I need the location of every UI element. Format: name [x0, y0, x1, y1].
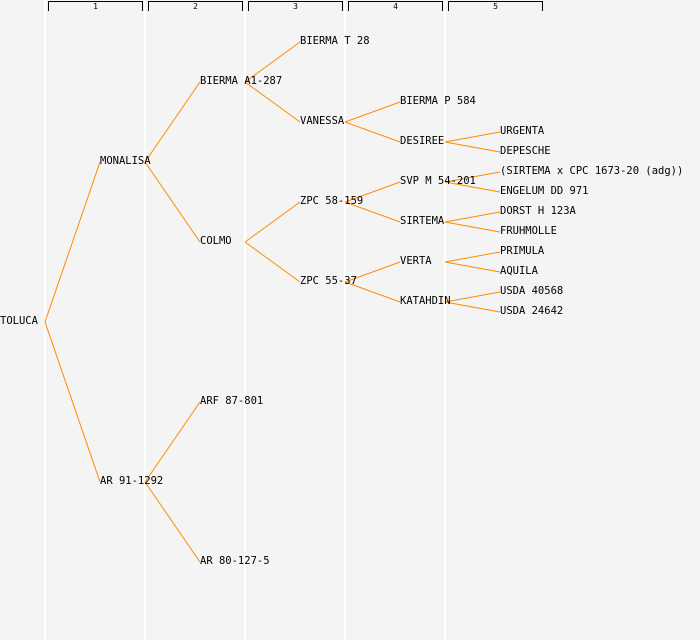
parent-link — [444, 181, 501, 193]
parent-link — [444, 131, 501, 143]
pedigree-node[interactable]: BIERMA A1-287 — [200, 75, 283, 87]
grid-line — [144, 0, 146, 640]
pedigree-node[interactable]: MONALISA — [100, 155, 151, 167]
parent-link — [444, 211, 501, 223]
generation-label: 5 — [493, 2, 498, 11]
pedigree-node[interactable]: DEPESCHE — [500, 145, 551, 157]
pedigree-node[interactable]: BIERMA P 584 — [400, 95, 476, 107]
pedigree-node[interactable]: SIRTEMA — [400, 215, 445, 227]
parent-link — [444, 251, 501, 263]
parent-link — [444, 261, 501, 273]
pedigree-node[interactable]: TOLUCA — [0, 315, 38, 327]
parent-link — [144, 481, 201, 563]
generation-label: 2 — [193, 2, 198, 11]
parent-link — [444, 221, 501, 233]
pedigree-node[interactable]: VERTA — [400, 255, 432, 267]
parent-link — [144, 81, 201, 163]
parent-link — [344, 181, 401, 203]
pedigree-node[interactable]: SVP M 54-201 — [400, 175, 476, 187]
generation-label: 4 — [393, 2, 398, 11]
pedigree-node[interactable]: AR 80-127-5 — [200, 555, 270, 567]
generation-label: 3 — [293, 2, 298, 11]
pedigree-node[interactable]: DORST H 123A — [500, 205, 576, 217]
generation-header: 1 — [48, 1, 143, 11]
pedigree-node[interactable]: BIERMA T 28 — [300, 35, 370, 47]
parent-link — [444, 171, 501, 183]
parent-link — [344, 121, 401, 143]
parent-link — [444, 301, 501, 313]
generation-header: 2 — [148, 1, 243, 11]
generation-header: 4 — [348, 1, 443, 11]
pedigree-node[interactable]: USDA 24642 — [500, 305, 564, 317]
parent-link — [44, 161, 101, 323]
parent-link — [444, 141, 501, 153]
grid-line — [44, 0, 46, 640]
grid-line — [444, 0, 446, 640]
parent-link — [444, 291, 501, 303]
pedigree-node[interactable]: PRIMULA — [500, 245, 545, 257]
parent-link — [244, 81, 301, 123]
parent-link — [344, 261, 401, 283]
parent-link — [344, 281, 401, 303]
parent-link — [344, 101, 401, 123]
grid-line — [244, 0, 246, 640]
pedigree-node[interactable]: ZPC 55-37 — [300, 275, 357, 287]
pedigree-node[interactable]: KATAHDIN — [400, 295, 451, 307]
parent-link — [144, 161, 201, 243]
generation-header: 5 — [448, 1, 543, 11]
pedigree-node[interactable]: AQUILA — [500, 265, 538, 277]
pedigree-node[interactable]: ENGELUM DD 971 — [500, 185, 589, 197]
pedigree-node[interactable]: ZPC 58-159 — [300, 195, 364, 207]
pedigree-node[interactable]: AR 91-1292 — [100, 475, 164, 487]
generation-header: 3 — [248, 1, 343, 11]
pedigree-node[interactable]: (SIRTEMA x CPC 1673-20 (adg)) — [500, 165, 684, 177]
parent-link — [344, 201, 401, 223]
pedigree-node[interactable]: COLMO — [200, 235, 232, 247]
pedigree-node[interactable]: URGENTA — [500, 125, 545, 137]
parent-link — [144, 401, 201, 483]
pedigree-node[interactable]: ARF 87-801 — [200, 395, 264, 407]
generation-label: 1 — [93, 2, 98, 11]
pedigree-node[interactable]: FRUHMOLLE — [500, 225, 557, 237]
pedigree-node[interactable]: DESIREE — [400, 135, 445, 147]
parent-link — [244, 241, 301, 283]
parent-link — [244, 201, 301, 243]
pedigree-node[interactable]: USDA 40568 — [500, 285, 564, 297]
parent-link — [44, 321, 101, 483]
grid-line — [344, 0, 346, 640]
parent-link — [244, 41, 301, 83]
pedigree-node[interactable]: VANESSA — [300, 115, 345, 127]
